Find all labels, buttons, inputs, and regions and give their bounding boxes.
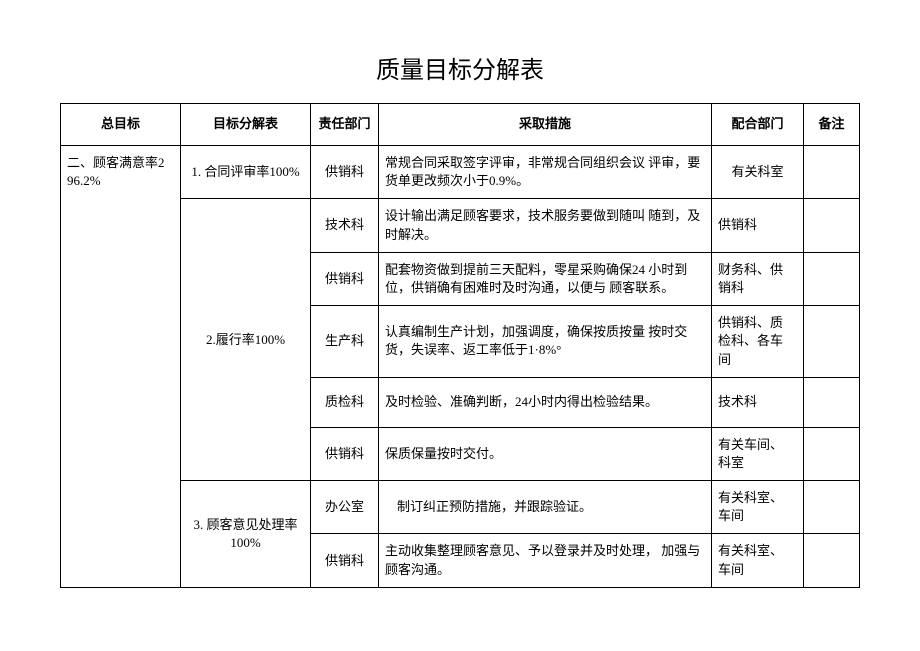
cell-coop: 有关科室 — [712, 146, 804, 199]
table-row: 二、顾客满意率2 96.2% 1. 合同评审率100% 供销科 常规合同采取签字… — [61, 146, 860, 199]
cell-remark — [804, 377, 860, 427]
table-row: 2.履行率100% 技术科 设计输出满足顾客要求，技术服务要做到随叫 随到，及时… — [61, 199, 860, 252]
cell-remark — [804, 306, 860, 378]
cell-goal-blank — [61, 199, 181, 587]
table-header-row: 总目标 目标分解表 责任部门 采取措施 配合部门 备注 — [61, 104, 860, 146]
page-title: 质量目标分解表 — [60, 50, 860, 85]
header-dept: 责任部门 — [311, 104, 379, 146]
cell-remark — [804, 481, 860, 534]
cell-goal: 二、顾客满意率2 96.2% — [61, 146, 181, 199]
cell-measure: 配套物资做到提前三天配料，零星采购确保24 小时到位，供销确有困难时及时沟通，以… — [379, 252, 712, 305]
cell-coop: 供销科 — [712, 199, 804, 252]
cell-measure: 常规合同采取签字评审，非常规合同组织会议 评审，要货单更改频次小于0.9%。 — [379, 146, 712, 199]
cell-decomp: 1. 合同评审率100% — [181, 146, 311, 199]
cell-dept: 质检科 — [311, 377, 379, 427]
header-measure: 采取措施 — [379, 104, 712, 146]
cell-coop: 有关车间、 科室 — [712, 427, 804, 480]
cell-coop: 有关科室、 车间 — [712, 534, 804, 587]
cell-measure: 及时检验、准确判断，24小时内得出检验结果。 — [379, 377, 712, 427]
table-row: 3. 顾客意见处理率 100% 办公室 制订纠正预防措施，并跟踪验证。 有关科室… — [61, 481, 860, 534]
cell-remark — [804, 199, 860, 252]
cell-remark — [804, 146, 860, 199]
cell-decomp: 2.履行率100% — [181, 199, 311, 481]
cell-measure: 主动收集整理顾客意见、予以登录并及时处理， 加强与顾客沟通。 — [379, 534, 712, 587]
cell-remark — [804, 427, 860, 480]
cell-measure: 制订纠正预防措施，并跟踪验证。 — [379, 481, 712, 534]
cell-measure: 设计输出满足顾客要求，技术服务要做到随叫 随到，及时解决。 — [379, 199, 712, 252]
cell-decomp: 3. 顾客意见处理率 100% — [181, 481, 311, 588]
quality-table: 总目标 目标分解表 责任部门 采取措施 配合部门 备注 二、顾客满意率2 96.… — [60, 103, 860, 588]
cell-coop: 供销科、质 检科、各车 间 — [712, 306, 804, 378]
cell-dept: 生产科 — [311, 306, 379, 378]
header-goal: 总目标 — [61, 104, 181, 146]
cell-dept: 供销科 — [311, 427, 379, 480]
cell-dept: 供销科 — [311, 252, 379, 305]
cell-remark — [804, 252, 860, 305]
cell-measure: 认真编制生产计划，加强调度，确保按质按量 按时交货，失误率、返工率低于1·8%° — [379, 306, 712, 378]
cell-dept: 供销科 — [311, 146, 379, 199]
cell-coop: 财务科、供 销科 — [712, 252, 804, 305]
cell-remark — [804, 534, 860, 587]
cell-coop: 技术科 — [712, 377, 804, 427]
cell-dept: 办公室 — [311, 481, 379, 534]
header-decomp: 目标分解表 — [181, 104, 311, 146]
cell-dept: 供销科 — [311, 534, 379, 587]
header-remark: 备注 — [804, 104, 860, 146]
cell-coop: 有关科室、 车间 — [712, 481, 804, 534]
cell-measure: 保质保量按时交付。 — [379, 427, 712, 480]
cell-dept: 技术科 — [311, 199, 379, 252]
header-coop: 配合部门 — [712, 104, 804, 146]
